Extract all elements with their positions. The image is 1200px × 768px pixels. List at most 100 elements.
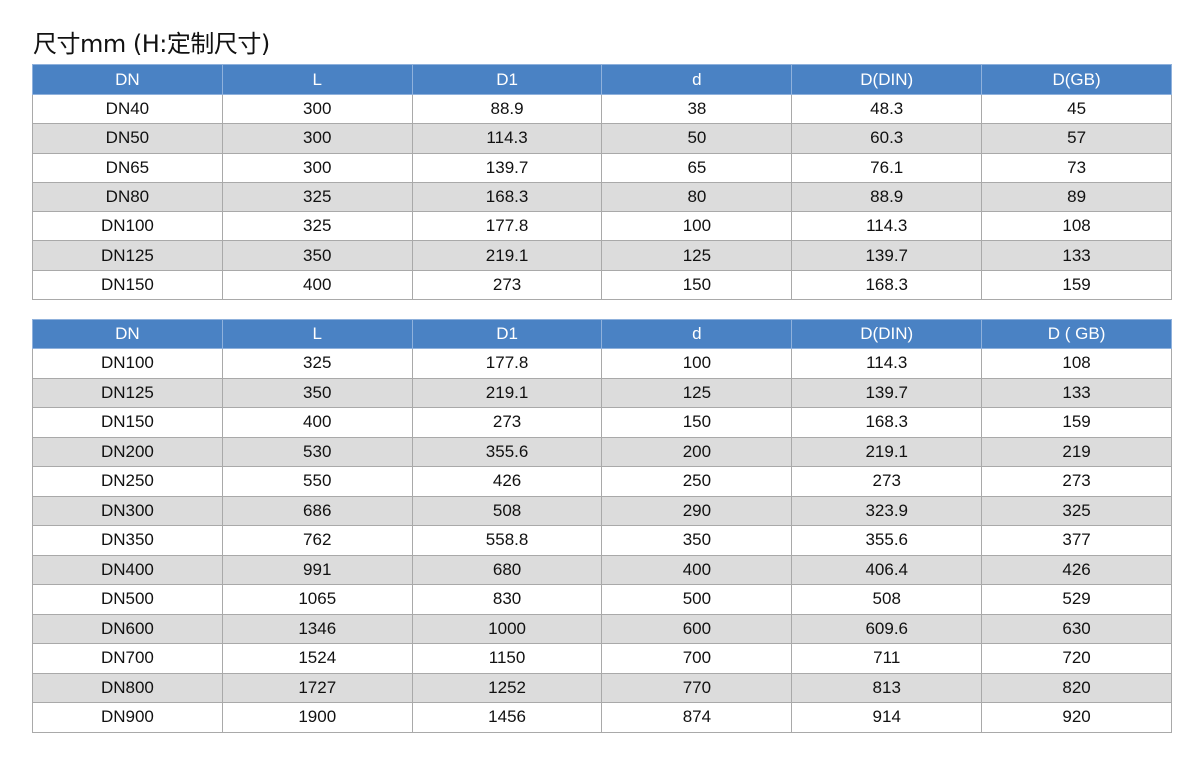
table-cell: DN50 bbox=[32, 123, 223, 154]
table-row: DN125 350 219.1 125 139.7 133 bbox=[32, 377, 1172, 408]
table-cell: 273 bbox=[981, 466, 1172, 497]
column-header: D1 bbox=[411, 319, 603, 349]
table-cell: DN125 bbox=[32, 240, 223, 271]
dimension-table-small: DN L D1 d D(DIN) D(GB) DN40 300 88.9 38 48.3 45 DN50… bbox=[32, 64, 1172, 301]
table-cell: 80 bbox=[601, 181, 793, 213]
table-cell: 377 bbox=[981, 525, 1172, 556]
table-cell: DN300 bbox=[32, 495, 223, 526]
table-cell: 1065 bbox=[221, 584, 413, 615]
table-cell: DN100 bbox=[32, 211, 223, 242]
table-cell: DN200 bbox=[32, 436, 223, 467]
table-row: DN200 530 355.6 200 219.1 219 bbox=[32, 436, 1172, 467]
column-header: D ( GB) bbox=[981, 319, 1172, 349]
table-cell: 323.9 bbox=[791, 495, 983, 526]
table-cell: 1000 bbox=[411, 613, 603, 644]
table-cell: DN150 bbox=[32, 407, 223, 438]
table-cell: DN500 bbox=[32, 584, 223, 615]
table-cell: 168.3 bbox=[411, 181, 603, 213]
table-cell: 686 bbox=[221, 495, 413, 526]
table-cell: 1252 bbox=[411, 672, 603, 703]
table-cell: 219.1 bbox=[791, 436, 983, 467]
table-cell: 350 bbox=[601, 525, 793, 556]
table-cell: 350 bbox=[221, 240, 413, 271]
table-cell: 325 bbox=[221, 211, 413, 242]
table-cell: 400 bbox=[221, 407, 413, 438]
table-cell: 529 bbox=[981, 584, 1172, 615]
table-cell: 168.3 bbox=[791, 407, 983, 438]
table-cell: 159 bbox=[981, 269, 1172, 301]
table-cell: 219.1 bbox=[411, 240, 603, 271]
table-cell: 400 bbox=[601, 554, 793, 585]
table-cell: 150 bbox=[601, 269, 793, 301]
table-cell: DN350 bbox=[32, 525, 223, 556]
table-cell: 1727 bbox=[221, 672, 413, 703]
table-row: DN300 686 508 290 323.9 325 bbox=[32, 495, 1172, 526]
table-cell: 325 bbox=[221, 348, 413, 379]
table-row: DN100 325 177.8 100 114.3 108 bbox=[32, 348, 1172, 379]
column-header: d bbox=[601, 319, 793, 349]
table-cell: DN250 bbox=[32, 466, 223, 497]
table-cell: DN125 bbox=[32, 377, 223, 408]
table-row: DN100 325 177.8 100 114.3 108 bbox=[32, 211, 1172, 242]
table-cell: 273 bbox=[791, 466, 983, 497]
table-cell: 406.4 bbox=[791, 554, 983, 585]
table-cell: 60.3 bbox=[791, 123, 983, 154]
column-header: L bbox=[221, 64, 413, 95]
column-header: d bbox=[601, 64, 793, 95]
table-row: DN150 400 273 150 168.3 159 bbox=[32, 269, 1172, 301]
table-cell: 530 bbox=[221, 436, 413, 467]
table-cell: 300 bbox=[221, 93, 413, 125]
table-cell: 1456 bbox=[411, 702, 603, 733]
table-cell: 874 bbox=[601, 702, 793, 733]
table-cell: 76.1 bbox=[791, 152, 983, 183]
table-cell: 700 bbox=[601, 643, 793, 674]
table-cell: 325 bbox=[221, 181, 413, 213]
table-cell: 558.8 bbox=[411, 525, 603, 556]
table-cell: 88.9 bbox=[791, 181, 983, 213]
table-row: DN800 1727 1252 770 813 820 bbox=[32, 672, 1172, 703]
table-cell: 168.3 bbox=[791, 269, 983, 301]
table-row: DN150 400 273 150 168.3 159 bbox=[32, 407, 1172, 438]
table-row: DN400 991 680 400 406.4 426 bbox=[32, 554, 1172, 585]
table-cell: DN100 bbox=[32, 348, 223, 379]
table-cell: 914 bbox=[791, 702, 983, 733]
table-cell: 65 bbox=[601, 152, 793, 183]
table-cell: 133 bbox=[981, 240, 1172, 271]
table-cell: 108 bbox=[981, 348, 1172, 379]
table-cell: 273 bbox=[411, 407, 603, 438]
table-cell: 1900 bbox=[221, 702, 413, 733]
table-cell: 355.6 bbox=[411, 436, 603, 467]
table-cell: 177.8 bbox=[411, 348, 603, 379]
column-header: D(GB) bbox=[981, 64, 1172, 95]
column-header: D(DIN) bbox=[791, 319, 983, 349]
table-cell: 73 bbox=[981, 152, 1172, 183]
table-row: DN125 350 219.1 125 139.7 133 bbox=[32, 240, 1172, 271]
table-cell: 273 bbox=[411, 269, 603, 301]
table-cell: 38 bbox=[601, 93, 793, 125]
table-cell: 114.3 bbox=[411, 123, 603, 154]
header-row: DN L D1 d D(DIN) D ( GB) bbox=[32, 319, 1172, 349]
table-cell: 508 bbox=[411, 495, 603, 526]
table-cell: 133 bbox=[981, 377, 1172, 408]
table-cell: 290 bbox=[601, 495, 793, 526]
table-cell: 48.3 bbox=[791, 93, 983, 125]
table-cell: 114.3 bbox=[791, 348, 983, 379]
column-header: D(DIN) bbox=[791, 64, 983, 95]
table-cell: DN700 bbox=[32, 643, 223, 674]
table-cell: DN900 bbox=[32, 702, 223, 733]
table-cell: DN600 bbox=[32, 613, 223, 644]
table-cell: 108 bbox=[981, 211, 1172, 242]
table-cell: 830 bbox=[411, 584, 603, 615]
table-cell: 350 bbox=[221, 377, 413, 408]
table-cell: DN40 bbox=[32, 93, 223, 125]
table-cell: 762 bbox=[221, 525, 413, 556]
table-cell: 426 bbox=[411, 466, 603, 497]
table-cell: 600 bbox=[601, 613, 793, 644]
table-cell: DN65 bbox=[32, 152, 223, 183]
table-cell: 150 bbox=[601, 407, 793, 438]
column-header: L bbox=[221, 319, 413, 349]
table-cell: 991 bbox=[221, 554, 413, 585]
table-cell: 219 bbox=[981, 436, 1172, 467]
table-cell: 630 bbox=[981, 613, 1172, 644]
table-cell: 250 bbox=[601, 466, 793, 497]
